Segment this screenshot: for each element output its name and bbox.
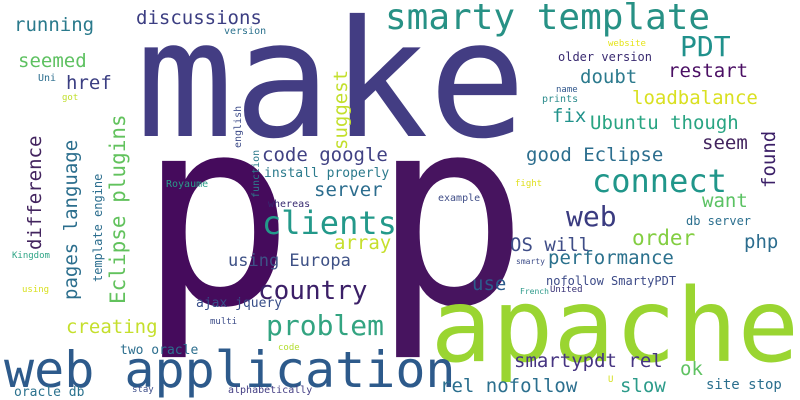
word-clients: clients — [262, 204, 397, 242]
word-web: web — [566, 200, 617, 233]
word-u: U — [608, 375, 614, 385]
word-ajax-jquery: ajax jquery — [196, 296, 283, 311]
word-smarty-template: smarty template — [385, 0, 711, 38]
word-stay: stay — [132, 385, 154, 395]
word-fix: fix — [552, 105, 587, 127]
word-smarty: smarty — [516, 257, 545, 266]
word-loadbalance: loadbalance — [632, 87, 758, 109]
word-web-application: web application — [4, 341, 456, 399]
word-smartypdt-rel: smartypdt rel — [514, 350, 663, 372]
word-php: php — [744, 231, 779, 253]
word-discussions: discussions — [136, 7, 262, 29]
word-suggest: suggest — [330, 69, 352, 150]
word-good-eclipse: good Eclipse — [526, 144, 664, 166]
word-using-europa: using Europa — [228, 251, 351, 271]
word-creating: creating — [66, 316, 158, 338]
word-alphabetically: alphabetically — [228, 385, 313, 396]
word-template-engine: template engine — [91, 173, 105, 282]
word-uni: Uni — [38, 73, 57, 84]
word-difference: difference — [24, 135, 46, 250]
word-p-large-left: p — [138, 63, 295, 365]
word-slow: slow — [620, 375, 666, 397]
word-using: using — [22, 285, 50, 295]
word-got: got — [62, 93, 79, 103]
word-running: running — [14, 14, 95, 36]
word-want: want — [702, 190, 748, 212]
word-array: array — [334, 232, 392, 254]
word-nofollow-smartypdt: nofollow SmartyPDT — [546, 274, 677, 288]
word-server: server — [314, 179, 383, 201]
word-function: function — [251, 149, 262, 198]
word-pages-language: pages language — [60, 139, 82, 300]
word-install-properly: install properly — [264, 166, 390, 181]
word-os-will: OS will — [510, 234, 591, 256]
word-seem: seem — [702, 132, 748, 154]
word-united: United — [550, 285, 583, 295]
word-country: country — [258, 276, 368, 306]
word-href: href — [66, 72, 112, 94]
word-older-version: older version — [558, 50, 652, 64]
word-prints: prints — [542, 94, 579, 105]
word-connect: connect — [592, 162, 727, 200]
word-example: example — [438, 193, 481, 204]
word-performance: performance — [548, 247, 674, 269]
word-ok: ok — [680, 358, 703, 380]
word-use: use — [472, 273, 507, 295]
word-whereas: whereas — [268, 199, 311, 210]
word-english: english — [233, 105, 244, 148]
word-pdt: PDT — [680, 30, 731, 63]
word-found: found — [758, 130, 780, 188]
word-french: French — [520, 287, 549, 296]
word-multi: multi — [210, 317, 238, 327]
word-eclipse-plugins: Eclipse plugins — [106, 114, 130, 304]
word-fight: fight — [515, 179, 543, 189]
word-oracle-db: oracle db — [14, 385, 85, 400]
word-name: name — [556, 85, 578, 95]
word-site-stop: site stop — [706, 377, 782, 393]
word-p-large-right: p — [372, 63, 529, 365]
word-two-oracle: two oracle — [120, 343, 199, 358]
word-code: code — [278, 343, 300, 353]
word-kingdom: Kingdom — [12, 251, 50, 261]
word-rel-nofollow: rel nofollow — [440, 375, 578, 397]
word-doubt: doubt — [580, 66, 638, 88]
word-db-server: db server — [686, 214, 752, 228]
word-code-google: code google — [262, 144, 388, 166]
word-order: order — [632, 226, 696, 250]
word-restart: restart — [668, 60, 749, 82]
word-version: version — [224, 26, 267, 37]
word-apache: apache — [430, 267, 799, 386]
word-royaume: Royaume — [166, 179, 209, 190]
word-seemed: seemed — [18, 50, 87, 72]
word-make: make — [136, 0, 527, 175]
word-website: website — [608, 39, 646, 49]
word-ubuntu-though: Ubuntu though — [590, 112, 739, 134]
word-problem: problem — [266, 309, 385, 342]
